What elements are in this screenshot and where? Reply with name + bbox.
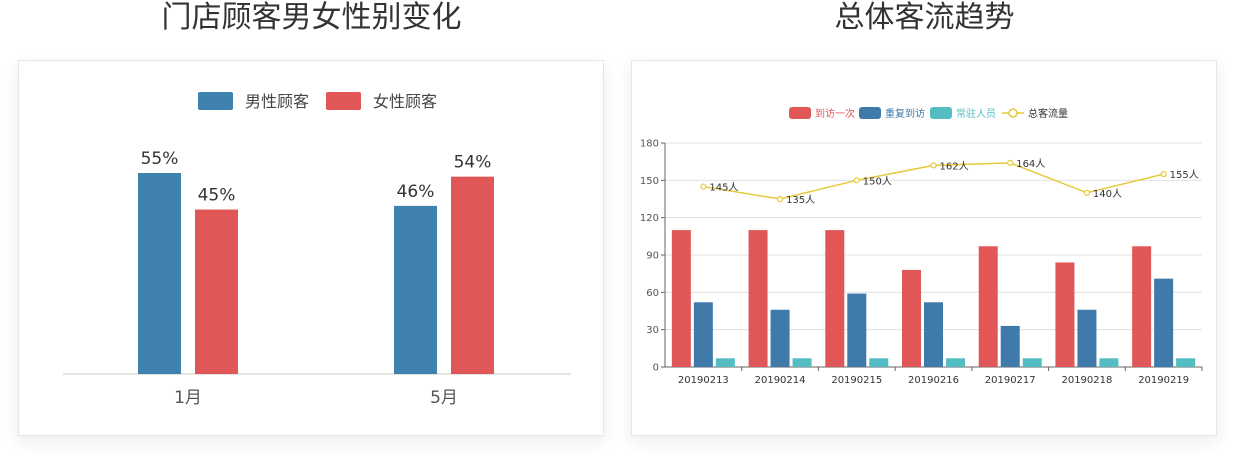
bar xyxy=(671,230,691,367)
legend-swatch xyxy=(859,107,881,119)
x-tick-label: 20190216 xyxy=(908,375,959,386)
bar xyxy=(1055,262,1075,367)
bar xyxy=(902,269,921,367)
x-tick-label: 20190219 xyxy=(1138,375,1189,386)
bar xyxy=(394,205,437,374)
line-point xyxy=(700,183,707,190)
bar xyxy=(946,358,965,367)
line-point xyxy=(1083,189,1091,196)
line-point xyxy=(930,162,937,169)
gender-chart-title: 门店顾客男女性别变化 xyxy=(161,0,462,35)
x-tick-label: 5月 xyxy=(430,388,458,408)
x-tick-label: 20190217 xyxy=(985,375,1036,386)
legend-swatch-marker xyxy=(1008,108,1018,118)
bar xyxy=(825,230,845,367)
bar xyxy=(1022,358,1042,367)
x-tick-label: 20190215 xyxy=(831,375,882,386)
bar xyxy=(451,176,494,374)
y-tick-label: 30 xyxy=(646,325,659,336)
bar xyxy=(748,230,768,367)
y-tick-label: 60 xyxy=(646,288,659,299)
line-value-label: 140人 xyxy=(1093,188,1122,200)
bar-value-label: 55% xyxy=(141,149,179,169)
gender-chart-card: 男性顾客 女性顾客 55% 45% 1月 46% 54% 5月 xyxy=(18,60,604,436)
line-value-label: 164人 xyxy=(1016,158,1045,170)
y-tick-label: 120 xyxy=(640,213,659,224)
traffic-chart-svg: 到访一次 重复到访 常驻人员 总客流量 0 30 60 90 120 150 180 20190213… xyxy=(640,107,1203,386)
bar xyxy=(1132,246,1152,367)
legend-label: 重复到访 xyxy=(885,107,925,120)
bar xyxy=(978,246,998,367)
x-tick-label: 20190213 xyxy=(678,375,729,386)
legend-swatch xyxy=(198,92,233,110)
line-value-label: 150人 xyxy=(863,175,892,187)
line-value-label: 135人 xyxy=(786,194,815,206)
line-point xyxy=(853,177,860,184)
bar xyxy=(1077,309,1097,367)
bar xyxy=(792,358,812,367)
legend-label: 常驻人员 xyxy=(956,107,996,120)
x-tick-label: 1月 xyxy=(174,388,202,408)
bar-value-label: 46% xyxy=(397,182,435,202)
legend-label: 总客流量 xyxy=(1028,107,1068,120)
gender-chart-svg: 男性顾客 女性顾客 55% 45% 1月 46% 54% 5月 xyxy=(63,92,571,408)
line-value-label: 155人 xyxy=(1170,169,1199,181)
bar xyxy=(1176,358,1196,367)
bar xyxy=(770,309,790,367)
legend-swatch xyxy=(930,107,952,119)
traffic-chart-card: 到访一次 重复到访 常驻人员 总客流量 0 30 60 90 120 150 180 20190213… xyxy=(631,60,1217,436)
x-tick-label: 20190218 xyxy=(1061,375,1112,386)
legend-swatch xyxy=(326,92,361,110)
bar xyxy=(1154,278,1174,367)
bar xyxy=(195,209,238,374)
bar xyxy=(1000,325,1020,367)
y-tick-label: 0 xyxy=(653,363,659,374)
line-point xyxy=(1007,159,1014,167)
bar xyxy=(693,302,713,367)
line-value-label: 145人 xyxy=(709,182,738,194)
bar xyxy=(847,293,867,367)
legend-swatch xyxy=(789,107,811,119)
line-point xyxy=(776,195,784,203)
legend-label: 男性顾客 xyxy=(245,92,309,111)
bar xyxy=(924,302,943,367)
legend-label: 女性顾客 xyxy=(373,92,437,111)
bar xyxy=(138,173,181,374)
bar xyxy=(1099,358,1119,367)
line-point xyxy=(1160,171,1167,178)
x-tick-label: 20190214 xyxy=(755,375,806,386)
bar-value-label: 54% xyxy=(454,153,492,173)
y-tick-label: 90 xyxy=(646,251,659,262)
y-tick-label: 180 xyxy=(640,139,659,150)
y-tick-label: 150 xyxy=(640,176,659,187)
bar-value-label: 45% xyxy=(198,186,236,206)
traffic-chart-title: 总体客流趋势 xyxy=(834,0,1015,35)
line-value-label: 162人 xyxy=(940,160,969,172)
legend-label: 到访一次 xyxy=(815,107,855,120)
bar xyxy=(869,358,889,367)
bar xyxy=(715,358,735,367)
